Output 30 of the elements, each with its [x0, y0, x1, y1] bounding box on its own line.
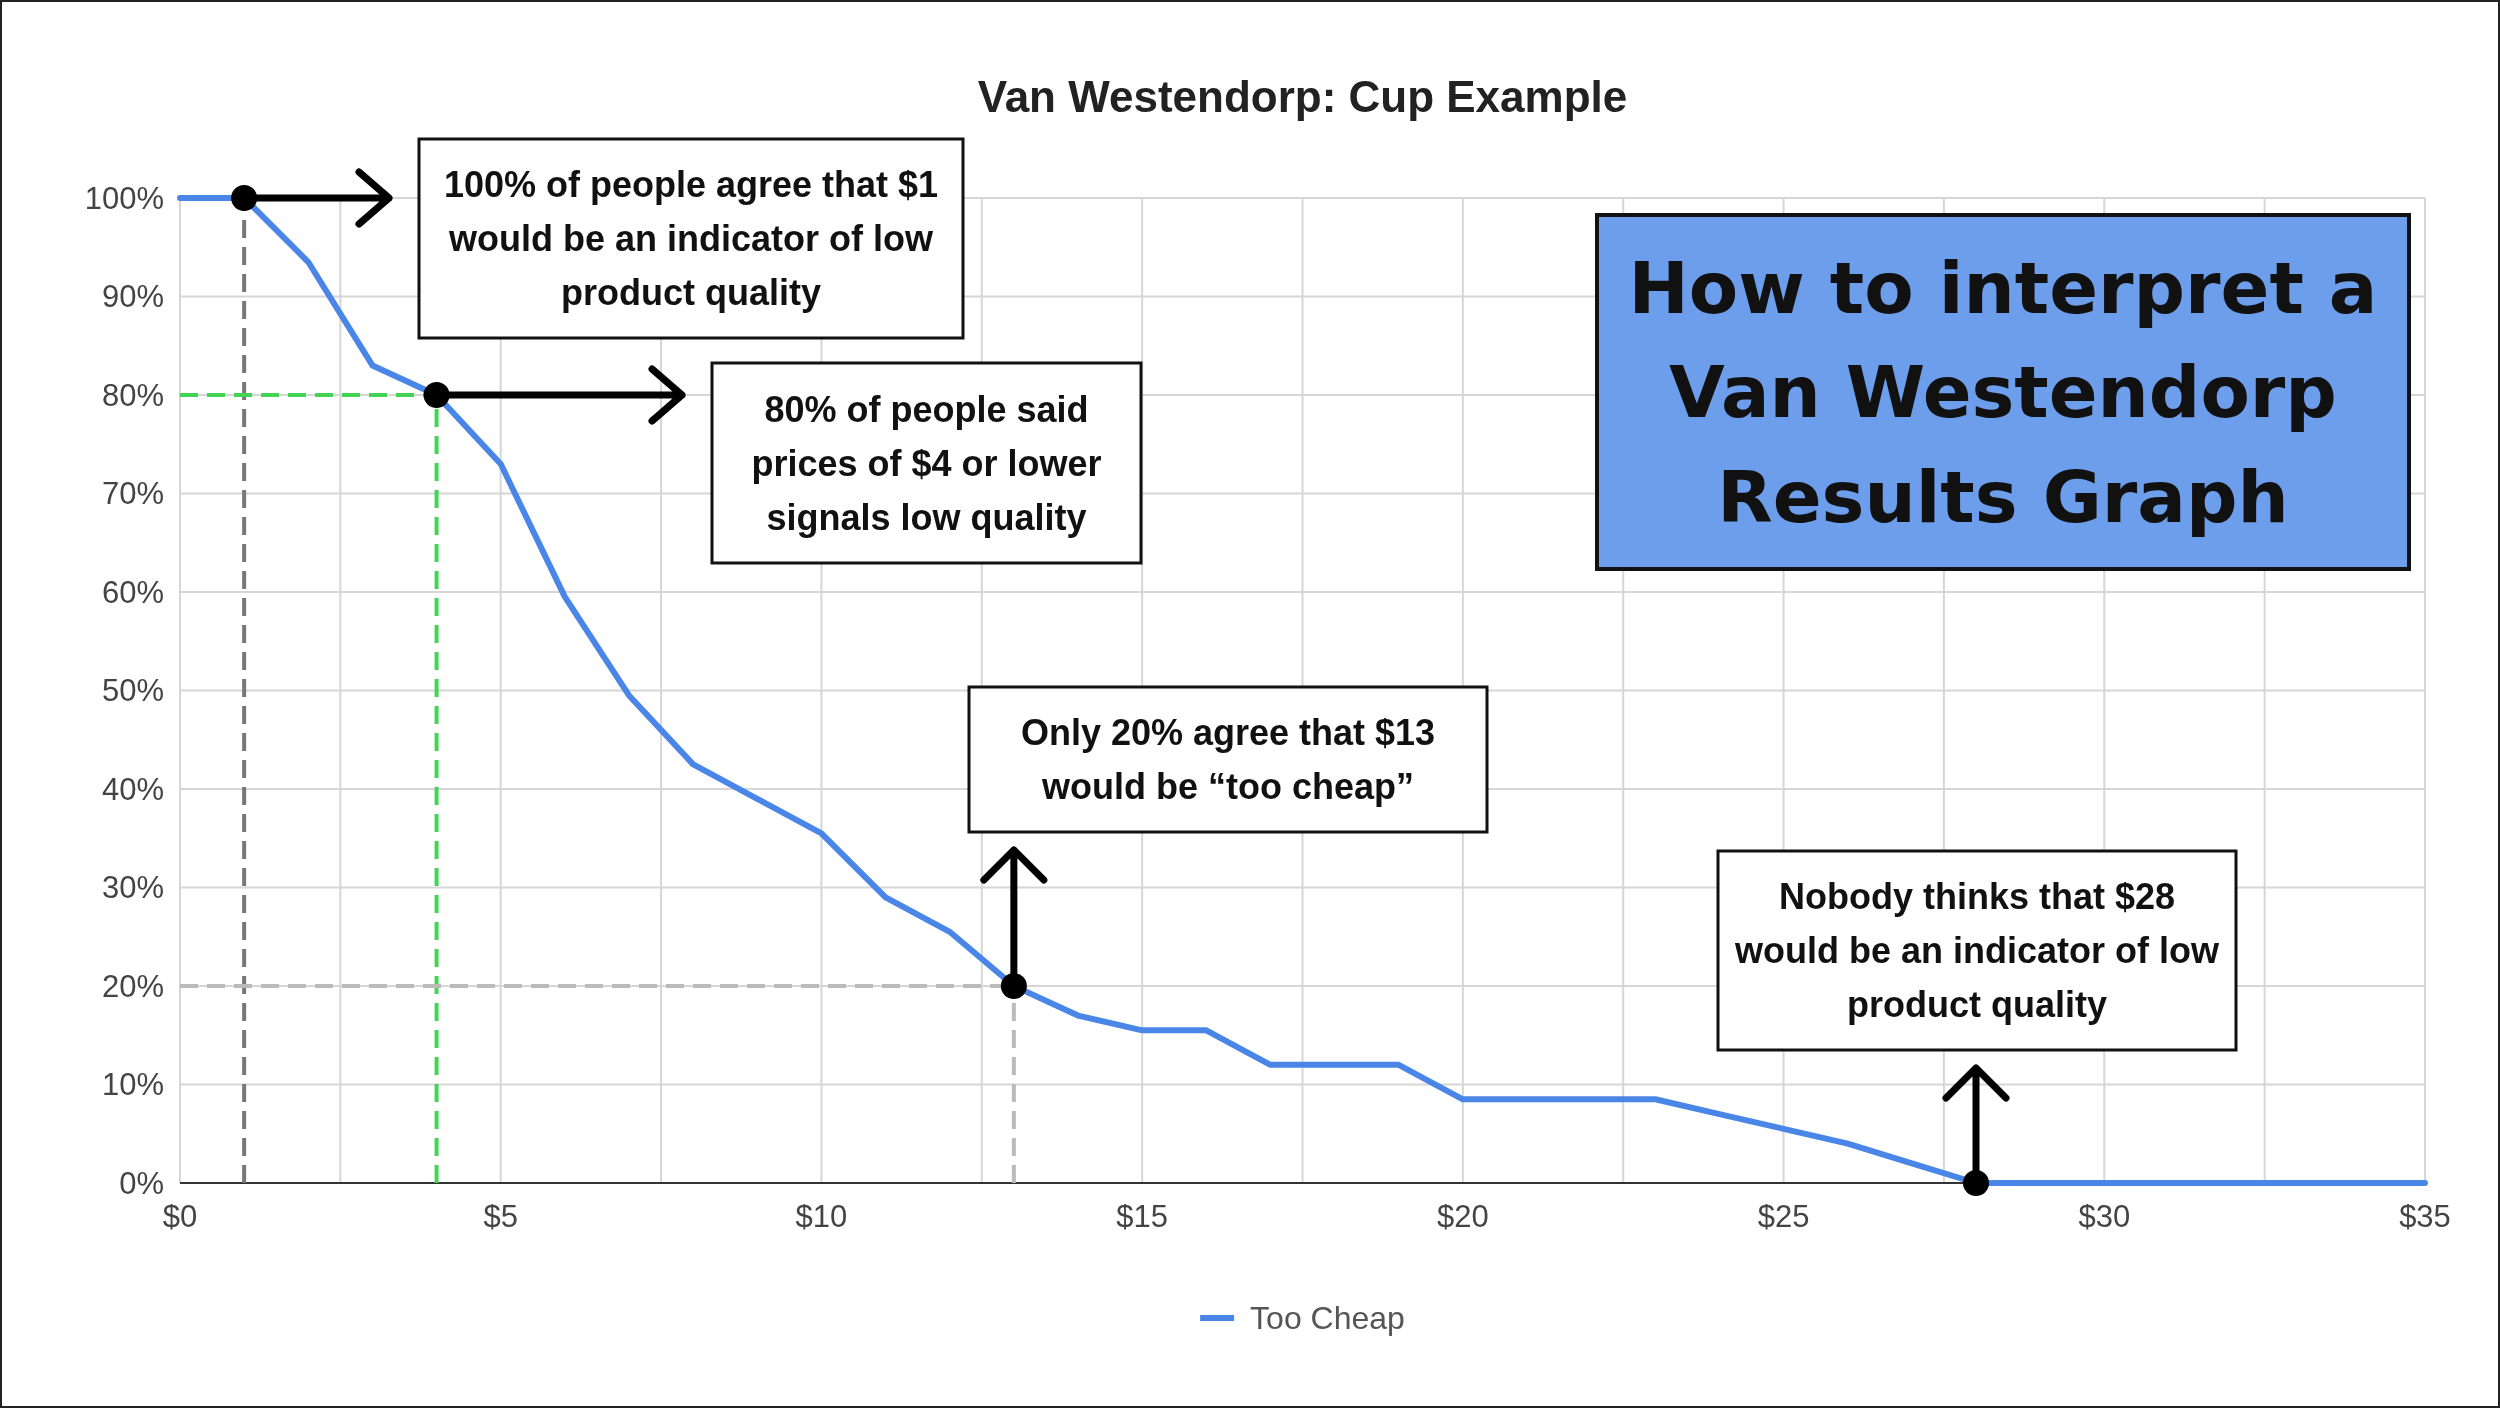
x-tick-label: $15	[1116, 1199, 1169, 1234]
y-tick-label: 30%	[101, 870, 164, 906]
callout: 80% of people said prices of $4 or lower signals low quality	[423, 361, 1143, 565]
annotation: Nobody thinks that $28 would be an indicator of low product quality	[1734, 876, 2220, 1026]
x-tick-label: $35	[2399, 1199, 2451, 1234]
y-tick-label: 40%	[101, 771, 164, 807]
y-tick-label: 80%	[101, 377, 164, 413]
y-tick-label: 90%	[101, 279, 164, 315]
y-tick-label: 50%	[101, 673, 164, 709]
annotation: 100% of people agree that $1 would be an indicator of low product quality	[443, 164, 939, 314]
x-tick-label: $0	[162, 1199, 198, 1234]
x-tick-label: $20	[1436, 1199, 1489, 1234]
x-tick-label: $25	[1757, 1199, 1810, 1234]
annotation: 80% of people said prices of $4 or lower signals low quality	[751, 388, 1102, 538]
callout: Nobody thinks that $28 would be an indicator of low product quality	[1716, 849, 2238, 1196]
annotation: How to interpret a Van Westendorp Results Graph	[1628, 245, 2378, 539]
chart-title: Van Westendorp: Cup Example	[977, 72, 1628, 121]
legend-label: Too Cheap	[1250, 1300, 1405, 1337]
x-tick-label: $30	[2078, 1199, 2131, 1234]
annotation: Only 20% agree that $13 would be “too cheap”	[1020, 712, 1436, 808]
callout: 100% of people agree that $1 would be an indicator of low product quality	[231, 137, 965, 340]
y-tick-label: 10%	[101, 1067, 164, 1103]
y-tick-label: 60%	[101, 574, 164, 610]
x-tick-label: $10	[795, 1199, 848, 1234]
y-tick-label: 20%	[101, 968, 164, 1004]
callout: Only 20% agree that $13 would be “too cheap”	[967, 685, 1489, 999]
y-tick-label: 0%	[119, 1165, 164, 1201]
y-tick-label: 70%	[101, 476, 164, 512]
x-tick-label: $5	[483, 1199, 518, 1234]
y-tick-label: 100%	[84, 180, 164, 216]
